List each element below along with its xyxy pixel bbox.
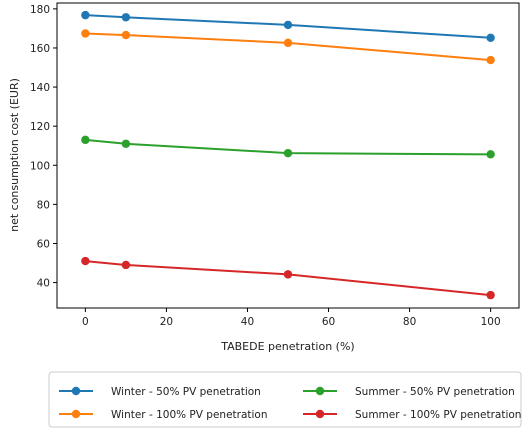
y-tick-label: 180 bbox=[30, 4, 50, 16]
x-tick-label: 0 bbox=[82, 316, 89, 328]
data-point bbox=[283, 270, 293, 279]
data-point bbox=[121, 13, 131, 22]
data-point bbox=[81, 10, 90, 20]
legend-label: Summer - 100% PV penetration bbox=[355, 409, 521, 421]
data-point bbox=[283, 20, 293, 30]
x-axis-label: TABEDE penetration (%) bbox=[220, 340, 354, 353]
x-tick-label: 20 bbox=[160, 316, 173, 328]
legend-swatch-marker bbox=[315, 409, 325, 419]
y-axis-label: net consumption cost (EUR) bbox=[8, 78, 21, 232]
data-point bbox=[486, 290, 495, 300]
series-line-2 bbox=[85, 32, 491, 62]
legend-items: Winter - 50% PV penetration Winter - 100%… bbox=[59, 386, 521, 421]
data-point bbox=[283, 38, 293, 48]
data-point bbox=[121, 30, 131, 40]
legend-label: Winter - 50% PV penetration bbox=[111, 386, 261, 398]
ticks-layer: 0 20 40 60 80 100 40 60 80 100 120 140 160 180 bbox=[30, 4, 501, 328]
y-tick-label: 80 bbox=[37, 199, 50, 211]
data-point bbox=[283, 148, 293, 158]
legend: Winter - 50% PV penetration Winter - 100%… bbox=[48, 371, 522, 428]
series-line-4 bbox=[85, 260, 491, 297]
data-point bbox=[486, 55, 495, 65]
data-point bbox=[121, 260, 131, 270]
legend-swatch-marker bbox=[71, 386, 81, 396]
data-point bbox=[486, 150, 495, 159]
series-line-1 bbox=[85, 14, 491, 39]
x-tick-label: 60 bbox=[322, 316, 335, 328]
y-tick-label: 40 bbox=[37, 278, 50, 290]
y-tick-label: 100 bbox=[30, 160, 50, 172]
data-point bbox=[486, 33, 495, 43]
data-point bbox=[81, 29, 90, 38]
y-tick-label: 160 bbox=[30, 43, 50, 55]
data-point bbox=[121, 139, 131, 148]
legend-label: Summer - 50% PV penetration bbox=[355, 386, 515, 398]
legend-swatch-marker bbox=[71, 409, 81, 419]
plot-area-frame bbox=[56, 2, 520, 309]
y-tick-label: 60 bbox=[37, 238, 50, 250]
legend-box bbox=[48, 371, 522, 428]
series-line-3 bbox=[85, 138, 491, 156]
legend-label: Winter - 100% PV penetration bbox=[111, 409, 268, 421]
x-tick-label: 100 bbox=[481, 316, 501, 328]
y-tick-label: 140 bbox=[30, 82, 50, 94]
series-layer bbox=[81, 10, 495, 300]
data-point bbox=[81, 256, 90, 266]
legend-swatch-marker bbox=[315, 386, 325, 396]
data-point bbox=[81, 135, 90, 145]
y-tick-label: 120 bbox=[30, 121, 50, 133]
x-tick-label: 80 bbox=[403, 316, 416, 328]
x-tick-label: 40 bbox=[241, 316, 254, 328]
